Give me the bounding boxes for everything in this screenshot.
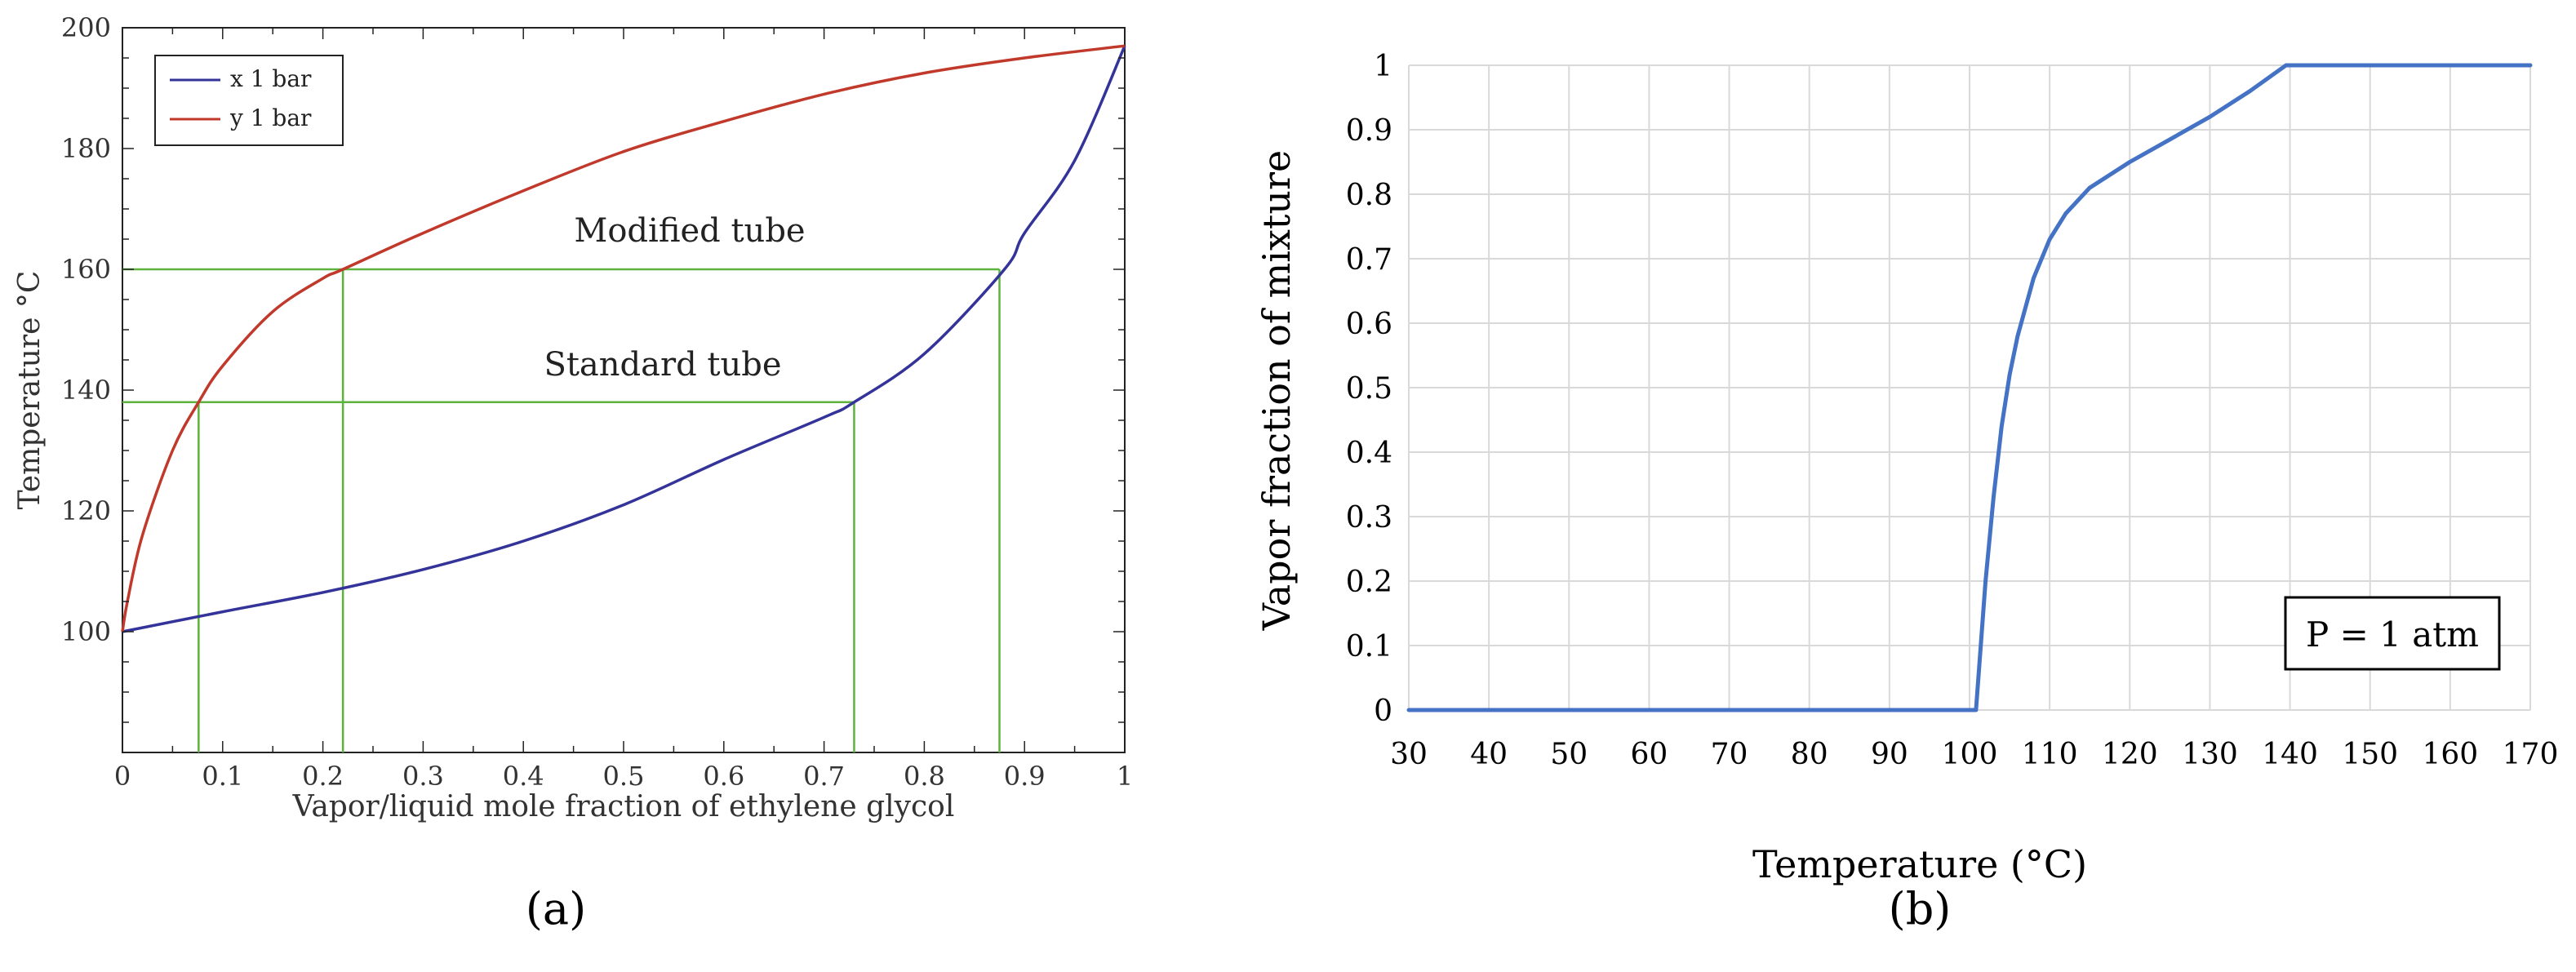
legend-entry-x: x 1 bar	[230, 65, 312, 92]
plot-b-y-tick-labels: 0 0.1 0.2 0.3 0.4 0.5 0.6 0.7 0.8 0.9 1	[1346, 50, 1392, 728]
x-tick-label: 70	[1711, 738, 1748, 771]
y-tick-label: 180	[61, 133, 111, 164]
x-tick-label: 60	[1631, 738, 1668, 771]
plot-b-x-tick-labels: 30 40 50 60 70 80 90 100 110 120 130 140 150 160 170	[1390, 738, 2558, 771]
y-tick-label: 120	[61, 495, 111, 526]
x-tick-label: 0.7	[803, 761, 845, 792]
x-tick-label: 1	[1117, 761, 1133, 792]
x-tick-label: 0.6	[703, 761, 744, 792]
modified-tube-label: Modified tube	[574, 212, 805, 250]
x-tick-label: 0.8	[904, 761, 945, 792]
y-tick-label: 160	[61, 254, 111, 285]
y-tick-label: 200	[61, 12, 111, 43]
plot-a-x-tick-labels: 0 0.1 0.2 0.3 0.4 0.5 0.6 0.7 0.8 0.9 1	[114, 761, 1133, 792]
x-tick-label: 140	[2262, 738, 2318, 771]
panel-b-label: (b)	[1889, 883, 1952, 934]
x-tick-label: 0.2	[302, 761, 344, 792]
legend-entry-y: y 1 bar	[229, 104, 312, 131]
plot-b-x-axis-label: Temperature (°C)	[1752, 842, 2087, 886]
y-tick-label: 140	[61, 375, 111, 406]
x-tick-label: 0.1	[202, 761, 243, 792]
plot-a-y-tick-labels: 100 120 140 160 180 200	[61, 12, 111, 647]
plot-a-x-axis-label: Vapor/liquid mole fraction of ethylene g…	[292, 790, 955, 823]
series-line-y-1-bar	[121, 44, 1126, 632]
series-line-vapor-fraction	[1406, 63, 2533, 712]
panel-a-label: (a)	[526, 883, 586, 934]
x-tick-label: 0	[114, 761, 131, 792]
plot-b-curve	[1406, 63, 2533, 712]
y-tick-label: 0.7	[1346, 243, 1392, 277]
pressure-annotation-box	[2284, 596, 2501, 671]
y-tick-label: 100	[61, 616, 111, 647]
x-tick-label: 0.4	[503, 761, 544, 792]
y-tick-label: 0.4	[1346, 437, 1392, 470]
x-tick-label: 170	[2503, 738, 2559, 771]
pressure-annotation: P = 1 atm	[2306, 615, 2479, 655]
plot-b-y-axis-label: Vapor fraction of mixture	[1255, 150, 1299, 631]
panel-a: 0 0.1 0.2 0.3 0.4 0.5 0.6 0.7 0.8 0.9 1 1001201401…	[13, 12, 1133, 934]
x-tick-label: 50	[1550, 738, 1588, 771]
x-tick-label: 0.9	[1004, 761, 1046, 792]
x-tick-label: 40	[1470, 738, 1508, 771]
y-tick-label: 0.9	[1346, 114, 1392, 148]
x-tick-label: 120	[2102, 738, 2158, 771]
series-line-x-1-bar	[122, 45, 1126, 633]
x-tick-label: 150	[2342, 738, 2398, 771]
y-tick-label: 0.6	[1346, 308, 1392, 341]
y-tick-label: 0.2	[1346, 566, 1392, 599]
legend-box	[154, 55, 344, 146]
plot-a-ticks	[122, 27, 1126, 752]
y-tick-label: 0.1	[1346, 630, 1392, 664]
y-tick-label: 0.3	[1346, 501, 1392, 535]
standard-tube-label: Standard tube	[544, 346, 781, 384]
x-tick-label: 30	[1390, 738, 1428, 771]
x-tick-label: 0.3	[402, 761, 444, 792]
x-tick-label: 90	[1871, 738, 1908, 771]
y-tick-label: 1	[1374, 50, 1392, 83]
plot-a-y-axis-label: Temperature °C	[13, 271, 47, 510]
x-tick-label: 160	[2422, 738, 2478, 771]
x-tick-label: 130	[2182, 738, 2238, 771]
x-tick-label: 0.5	[603, 761, 645, 792]
plot-a-guides	[122, 268, 1001, 752]
x-tick-label: 80	[1791, 738, 1828, 771]
y-tick-label: 0	[1374, 695, 1392, 728]
panel-b: 30 40 50 60 70 80 90 100 110 120 130 140 150 160 170 0…	[1255, 50, 2558, 934]
x-tick-label: 100	[1942, 738, 1998, 771]
x-tick-label: 110	[2022, 738, 2078, 771]
plot-a-curves	[121, 44, 1126, 633]
y-tick-label: 0.5	[1346, 372, 1392, 406]
y-tick-label: 0.8	[1346, 179, 1392, 212]
plot-a-legend: x 1 bar y 1 bar	[154, 55, 344, 146]
